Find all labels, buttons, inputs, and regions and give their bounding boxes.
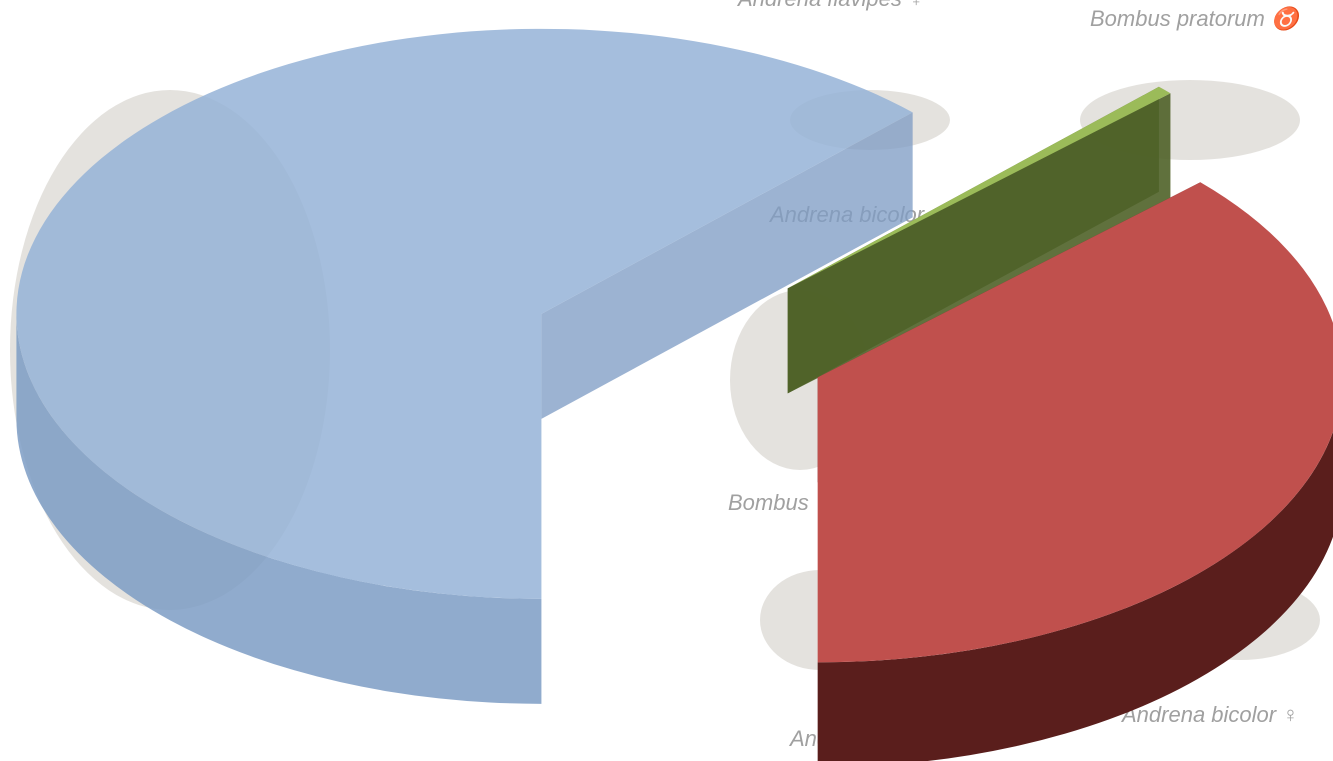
species-label: Andrena flavipes ♀	[736, 0, 925, 11]
slice-cut-face	[787, 93, 1171, 394]
species-label: Bombus	[728, 490, 809, 515]
slice-top	[817, 182, 1333, 663]
slice-top	[787, 86, 1171, 289]
slice-side	[817, 431, 1333, 761]
species-label: Bombus pratorum ♉	[1090, 6, 1303, 31]
slice-top	[16, 28, 913, 599]
slice-side	[16, 313, 542, 704]
species-label: Andrena bicolor ♀	[1120, 702, 1299, 727]
slice-cut-face	[541, 112, 913, 419]
